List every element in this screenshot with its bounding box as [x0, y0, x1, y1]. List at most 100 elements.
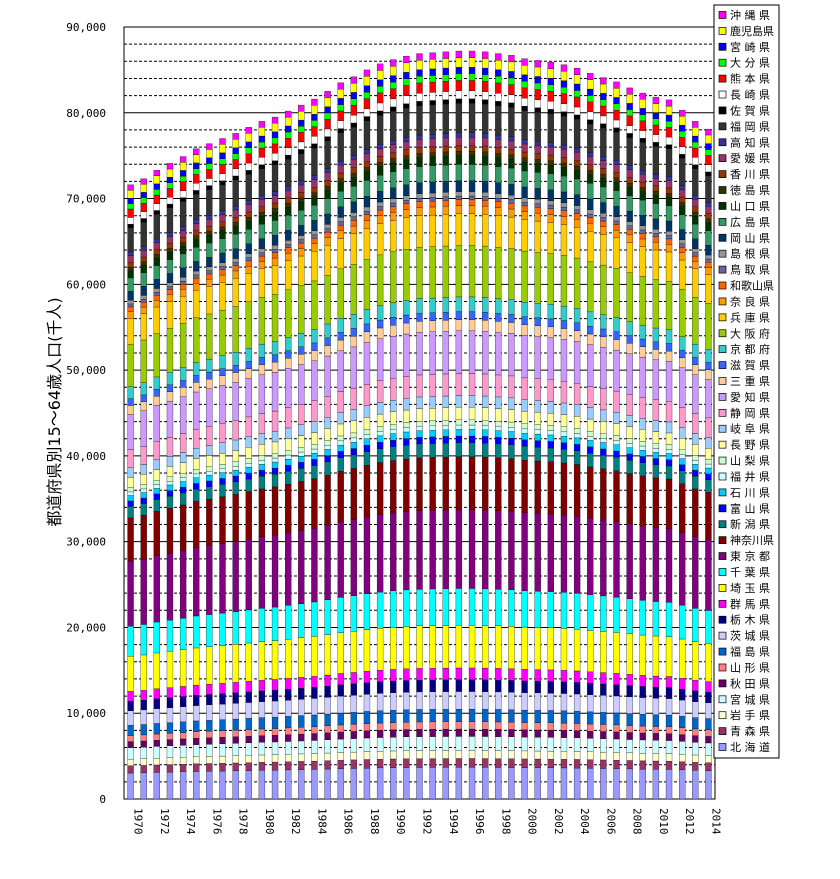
- bar-segment: [429, 374, 436, 397]
- bar-segment: [258, 754, 266, 763]
- bar-segment: [521, 162, 528, 172]
- bar-segment: [166, 400, 174, 438]
- bar-segment: [482, 721, 489, 730]
- bar-1971: [140, 178, 147, 800]
- bar-segment: [271, 441, 279, 454]
- bar-segment: [600, 220, 607, 227]
- bar-segment: [258, 297, 266, 345]
- bar-segment: [166, 722, 174, 734]
- bar-segment: [324, 190, 331, 199]
- bar-segment: [652, 431, 660, 444]
- bar-segment: [206, 278, 213, 287]
- bar-segment: [534, 82, 541, 90]
- bar-segment: [665, 769, 673, 800]
- bar-segment: [179, 452, 187, 463]
- bar-segment: [127, 398, 134, 406]
- bar-segment: [153, 183, 160, 190]
- bar-segment: [403, 249, 410, 301]
- bar-segment: [271, 361, 279, 373]
- bar-segment: [285, 215, 292, 231]
- bar-segment: [679, 243, 686, 248]
- x-tick-label: 2000: [526, 808, 539, 835]
- bar-segment: [692, 444, 699, 456]
- bar-segment: [298, 603, 305, 638]
- bar-segment: [179, 181, 187, 191]
- bar-segment: [166, 757, 174, 765]
- bar-segment: [600, 217, 607, 222]
- x-tick-label: 1976: [210, 808, 223, 835]
- bar-segment: [547, 142, 554, 148]
- bar-segment: [376, 162, 384, 167]
- bar-segment: [665, 180, 673, 189]
- bar-segment: [573, 257, 581, 309]
- bar-segment: [482, 420, 489, 426]
- bar-segment: [442, 214, 449, 247]
- bar-segment: [652, 359, 660, 400]
- bar-segment: [679, 116, 686, 126]
- bar-segment: [416, 443, 423, 458]
- bar-segment: [468, 419, 476, 426]
- bar-segment: [534, 590, 541, 628]
- bar-segment: [560, 111, 568, 117]
- bar-segment: [206, 371, 213, 380]
- bar-segment: [219, 468, 226, 473]
- bar-segment: [665, 421, 673, 434]
- bar-segment: [442, 206, 449, 215]
- bar-segment: [416, 93, 423, 102]
- bar-segment: [639, 456, 646, 463]
- bar-segment: [376, 305, 384, 321]
- bar-segment: [679, 761, 686, 770]
- bar-segment: [403, 95, 410, 104]
- bar-segment: [468, 407, 476, 421]
- bar-segment: [206, 498, 213, 546]
- bar-segment: [271, 202, 279, 209]
- bar-segment: [127, 318, 134, 345]
- bar-segment: [298, 239, 305, 244]
- bar-segment: [508, 427, 515, 432]
- legend-label: 富 山 県: [730, 501, 770, 515]
- bar-segment: [271, 131, 279, 139]
- legend-item: 奈 良 県: [718, 294, 770, 308]
- bar-segment: [350, 328, 357, 337]
- bar-segment: [573, 322, 581, 331]
- bar-segment: [508, 729, 515, 737]
- bar-segment: [179, 433, 187, 453]
- bar-segment: [337, 206, 344, 218]
- bar-segment: [245, 491, 252, 540]
- bar-segment: [258, 476, 266, 490]
- bar-segment: [153, 333, 160, 378]
- bar-segment: [166, 252, 174, 260]
- bar-segment: [324, 440, 331, 446]
- bar-2006: [600, 77, 607, 800]
- bar-segment: [652, 195, 660, 204]
- bar-segment: [665, 244, 673, 253]
- bar-segment: [639, 450, 646, 457]
- bar-segment: [692, 460, 699, 465]
- bar-segment: [219, 158, 226, 165]
- bar-segment: [639, 760, 646, 770]
- bar-segment: [455, 429, 463, 437]
- bar-segment: [705, 448, 712, 460]
- bar-segment: [692, 464, 699, 471]
- bar-segment: [705, 437, 712, 449]
- bar-segment: [495, 408, 502, 422]
- bar-segment: [376, 628, 384, 671]
- bar-segment: [219, 138, 226, 145]
- bar-segment: [521, 767, 528, 800]
- bar-segment: [573, 404, 581, 417]
- bar-segment: [179, 481, 187, 488]
- bar-segment: [140, 464, 147, 475]
- bar-segment: [679, 689, 686, 701]
- bar-1972: [153, 170, 160, 800]
- bar-segment: [153, 254, 160, 259]
- bar-segment: [206, 480, 213, 487]
- bar-segment: [363, 120, 371, 150]
- bar-segment: [626, 353, 633, 395]
- bar-segment: [153, 265, 160, 280]
- bar-segment: [390, 446, 397, 461]
- bar-segment: [127, 625, 134, 657]
- bar-segment: [193, 162, 200, 169]
- bar-segment: [363, 220, 371, 229]
- bar-segment: [521, 590, 528, 628]
- bar-segment: [403, 729, 410, 738]
